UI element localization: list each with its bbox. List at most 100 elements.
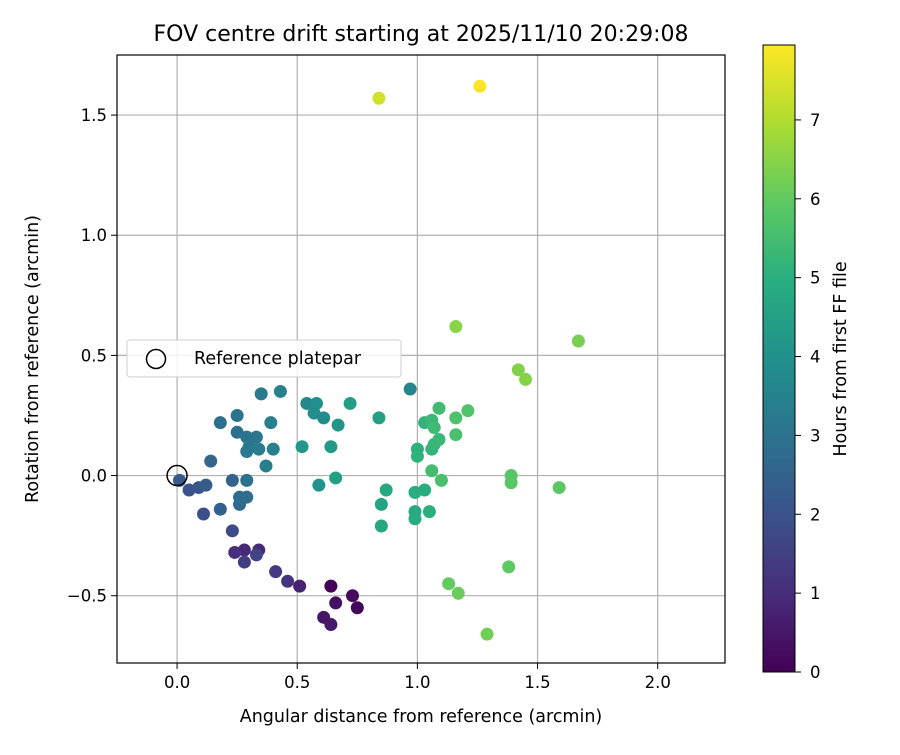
data-point [480, 627, 494, 641]
colorbar-tick-label: 2 [810, 505, 821, 524]
data-point [504, 476, 518, 490]
data-point [350, 601, 364, 615]
data-point [259, 459, 273, 473]
data-point [204, 454, 218, 468]
data-point [225, 473, 239, 487]
y-axis-label: Rotation from reference (arcmin) [23, 215, 43, 503]
colorbar [762, 44, 796, 673]
data-point [372, 91, 386, 105]
data-point [374, 497, 388, 511]
data-point [331, 418, 345, 432]
data-point [374, 519, 388, 533]
data-point [502, 560, 516, 574]
colorbar-tick-label: 3 [810, 426, 821, 445]
y-ticks: −0.5 0.0 0.5 1.0 1.5 [67, 106, 117, 606]
data-point [249, 430, 263, 444]
colorbar-tick-label: 6 [810, 190, 821, 209]
data-point [240, 473, 254, 487]
data-point [230, 425, 244, 439]
data-point [295, 440, 309, 454]
y-tick-label: 0.0 [81, 467, 107, 486]
data-point [461, 404, 475, 418]
x-tick-label: 2.0 [645, 673, 671, 692]
data-point [254, 387, 268, 401]
colorbar-tick-label: 7 [810, 111, 821, 130]
x-tick-label: 0.5 [284, 673, 310, 692]
chart-title: FOV centre drift starting at 2025/11/10 … [154, 22, 689, 47]
legend-label: Reference platepar [194, 349, 362, 369]
colorbar-tick-label: 0 [810, 663, 821, 682]
data-point [213, 416, 227, 430]
data-point [240, 445, 254, 459]
data-point [571, 334, 585, 348]
plot-area-frame [116, 54, 726, 664]
data-point [300, 396, 314, 410]
data-point [197, 507, 211, 521]
data-point [552, 481, 566, 495]
data-point [442, 577, 456, 591]
data-point [324, 440, 338, 454]
data-point [432, 401, 446, 415]
data-point [449, 411, 463, 425]
x-tick-label: 0.0 [164, 673, 190, 692]
x-ticks: 0.0 0.5 1.0 1.5 2.0 [164, 663, 671, 692]
data-point [329, 471, 343, 485]
data-point [418, 483, 432, 497]
reference-platepar-marker [166, 464, 188, 487]
data-point [281, 574, 295, 588]
data-point [266, 442, 280, 456]
data-point [199, 478, 213, 492]
data-point [324, 618, 338, 632]
data-point [403, 382, 417, 396]
data-point [324, 579, 338, 593]
data-point [422, 505, 436, 519]
x-axis-label: Angular distance from reference (arcmin) [240, 707, 603, 727]
y-tick-label: 0.5 [81, 346, 107, 365]
data-point [379, 483, 393, 497]
x-tick-label: 1.5 [524, 673, 550, 692]
points-layer [166, 79, 585, 641]
colorbar-tick-label: 4 [810, 348, 821, 367]
legend: Reference platepar [126, 339, 402, 378]
data-point [346, 589, 360, 603]
data-point [473, 79, 487, 93]
data-point [312, 478, 326, 492]
data-point [225, 524, 239, 538]
data-point [228, 545, 242, 559]
data-point [434, 473, 448, 487]
data-point [237, 555, 251, 569]
data-point [427, 420, 441, 434]
colorbar-tick-label: 5 [810, 269, 821, 288]
x-tick-label: 1.0 [404, 673, 430, 692]
data-point [511, 363, 525, 377]
data-point [264, 416, 278, 430]
data-point [451, 586, 465, 600]
legend-box [126, 339, 402, 378]
data-point [240, 490, 254, 504]
data-point [252, 442, 266, 456]
data-point [449, 320, 463, 334]
y-tick-label: 1.5 [81, 106, 107, 125]
data-point [343, 396, 357, 410]
data-point [432, 433, 446, 447]
data-point [293, 579, 307, 593]
data-point [519, 372, 533, 386]
data-point [329, 596, 343, 610]
y-tick-label: −0.5 [67, 587, 107, 606]
colorbar-ticks: 0 1 2 3 4 5 6 7 [795, 111, 821, 682]
data-point [408, 512, 422, 526]
data-point [230, 408, 244, 422]
legend-marker-open-circle [145, 348, 167, 370]
data-point [449, 428, 463, 442]
data-point [425, 464, 439, 478]
y-tick-label: 1.0 [81, 226, 107, 245]
data-point [249, 548, 263, 562]
data-point [213, 502, 227, 516]
colorbar-tick-label: 1 [810, 584, 821, 603]
data-point [309, 396, 323, 410]
data-point [410, 449, 424, 463]
data-point [273, 384, 287, 398]
data-point [317, 411, 331, 425]
